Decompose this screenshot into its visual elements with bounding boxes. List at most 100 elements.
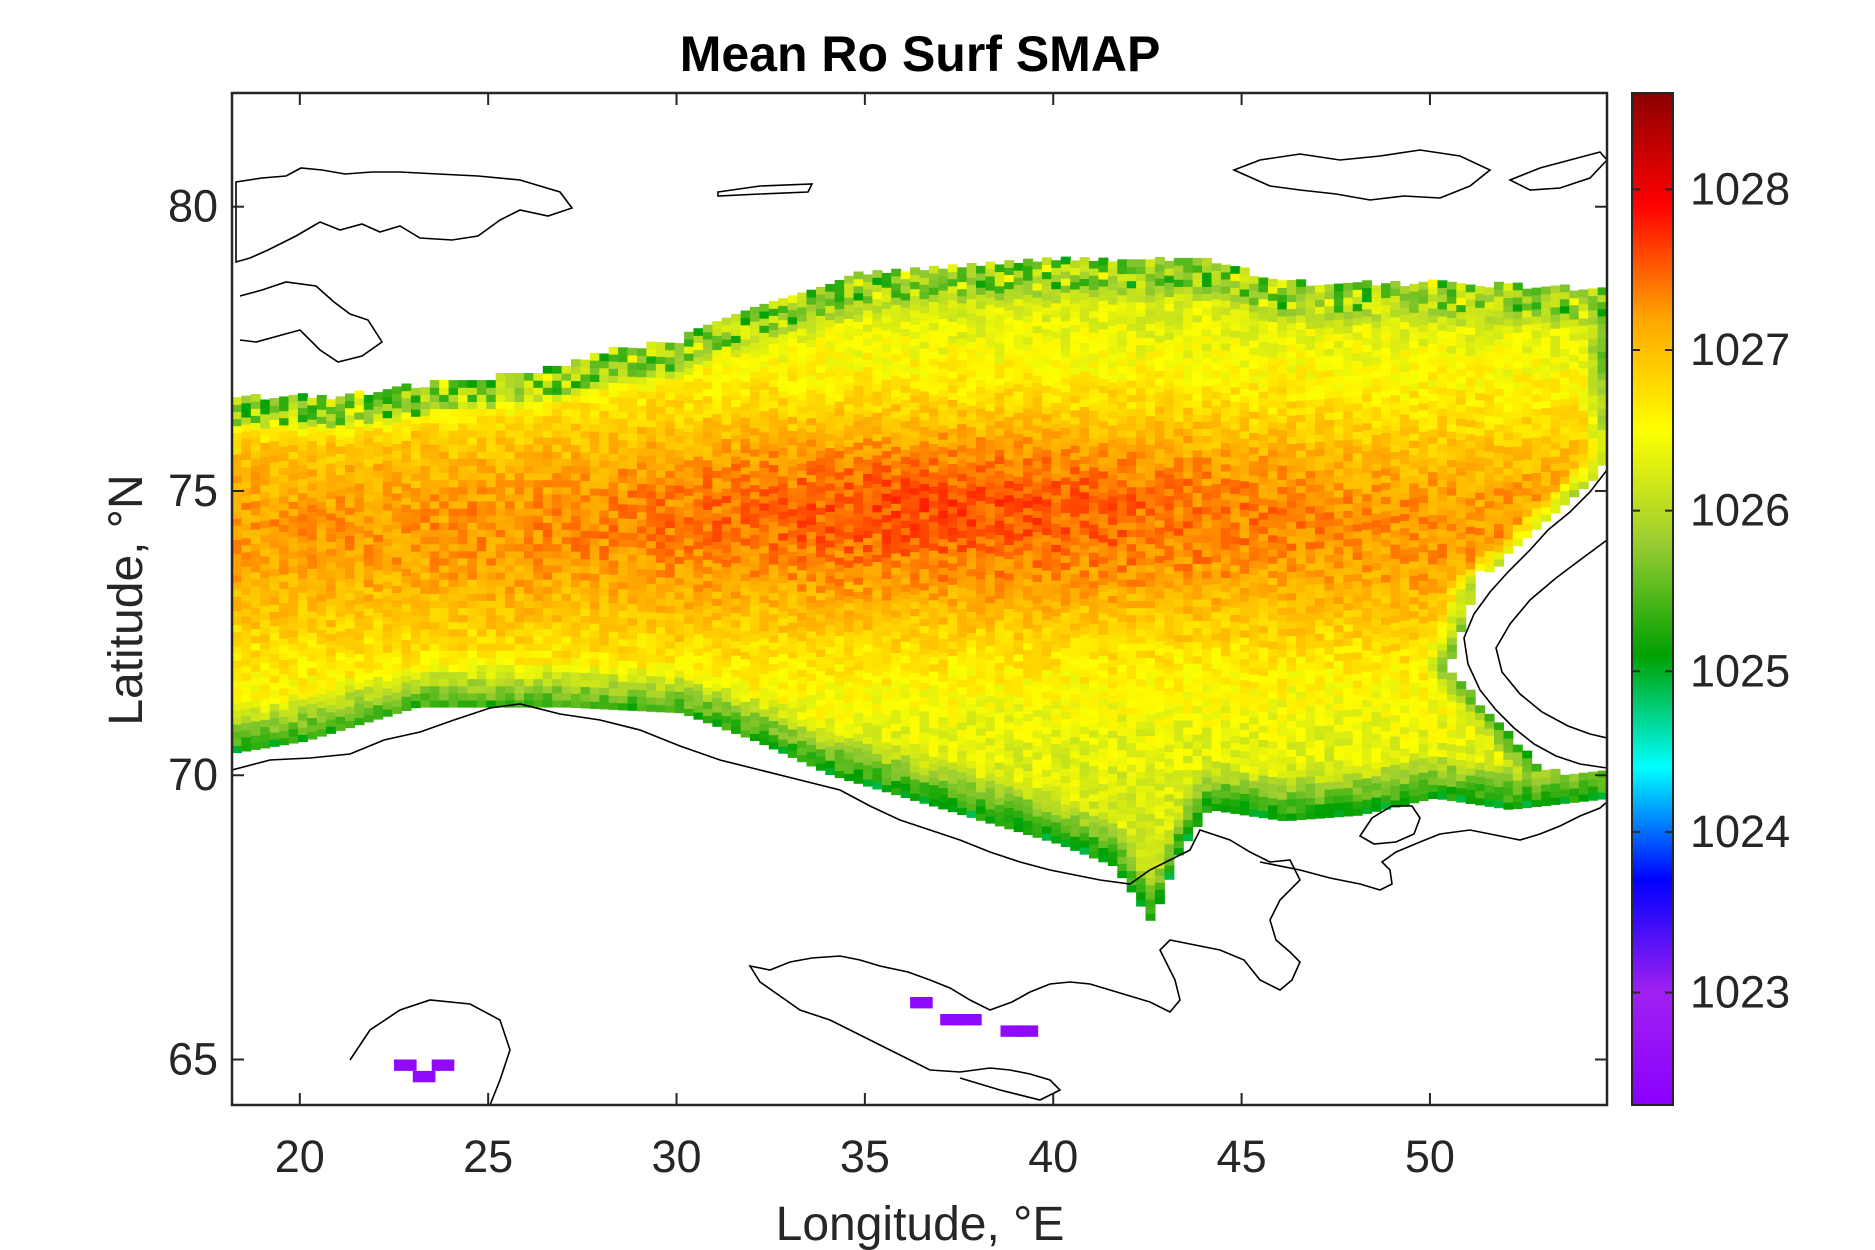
density-cell — [345, 535, 355, 544]
density-cell — [712, 520, 723, 528]
density-cell — [524, 572, 534, 580]
density-cell — [476, 564, 487, 573]
density-cell — [957, 807, 968, 816]
density-cell — [1032, 602, 1043, 611]
density-cell — [966, 270, 977, 278]
density-cell — [561, 607, 572, 616]
density-cell — [232, 596, 242, 604]
density-cell — [674, 407, 685, 415]
density-cell — [495, 600, 506, 609]
density-cell — [863, 331, 873, 339]
density-cell — [787, 700, 798, 709]
density-cell — [514, 650, 525, 658]
density-cell — [693, 385, 704, 393]
density-cell — [844, 588, 855, 597]
density-cell — [232, 461, 242, 469]
density-cell — [985, 545, 996, 554]
density-cell — [919, 639, 930, 648]
density-cell — [1013, 497, 1024, 506]
density-cell — [976, 507, 986, 516]
density-cell — [966, 298, 977, 307]
density-cell — [994, 712, 1005, 720]
density-cell — [533, 422, 544, 431]
density-cell — [759, 602, 770, 611]
density-cell — [957, 686, 968, 695]
density-cell — [665, 697, 676, 706]
density-cell — [458, 486, 468, 495]
density-cell — [637, 646, 647, 655]
density-cell — [448, 408, 459, 417]
density-cell — [241, 679, 252, 688]
density-cell — [787, 522, 798, 531]
density-cell — [702, 438, 713, 447]
density-cell — [486, 657, 497, 665]
density-cell — [288, 437, 299, 446]
density-cell — [1032, 361, 1043, 369]
density-cell — [928, 599, 939, 608]
density-cell — [401, 383, 412, 392]
density-cell — [1023, 791, 1034, 800]
density-cell — [1004, 530, 1015, 538]
density-cell — [335, 417, 346, 426]
density-cell — [410, 700, 421, 709]
density-cell — [731, 413, 742, 422]
density-cell — [533, 479, 544, 488]
density-cell — [514, 493, 525, 502]
density-cell — [448, 664, 459, 673]
density-cell — [712, 498, 723, 507]
density-cell — [637, 582, 647, 591]
density-cell — [571, 458, 581, 467]
density-cell — [768, 684, 779, 693]
density-cell — [439, 415, 450, 424]
density-cell — [891, 744, 902, 753]
density-cell — [750, 527, 760, 535]
density-cell — [863, 551, 873, 560]
density-cell — [891, 346, 902, 355]
density-cell — [542, 621, 553, 630]
density-cell — [410, 430, 421, 439]
density-cell — [787, 615, 798, 623]
density-cell — [1023, 614, 1034, 622]
density-cell — [495, 621, 506, 630]
density-cell — [279, 687, 290, 696]
density-cell — [241, 445, 252, 453]
density-cell — [853, 548, 864, 557]
density-cell — [345, 400, 355, 409]
density-cell — [571, 543, 581, 552]
density-cell — [693, 463, 704, 471]
density-cell — [750, 378, 760, 386]
density-cell — [458, 579, 468, 587]
density-cell — [976, 287, 986, 295]
density-cell — [787, 679, 798, 687]
density-cell — [345, 421, 355, 430]
density-cell — [844, 453, 855, 462]
density-cell — [1013, 533, 1024, 541]
density-cell — [326, 626, 337, 635]
density-cell — [994, 754, 1005, 763]
density-cell — [768, 301, 779, 309]
density-cell — [1023, 386, 1034, 395]
density-cell — [900, 783, 911, 791]
density-cell — [740, 473, 751, 482]
density-cell — [957, 473, 968, 482]
density-cell — [363, 700, 374, 709]
density-cell — [589, 402, 600, 411]
density-cell — [1032, 297, 1043, 305]
density-cell — [928, 585, 939, 594]
density-cell — [976, 578, 986, 587]
density-cell — [928, 486, 939, 494]
density-cell — [326, 640, 337, 649]
density-cell — [571, 494, 581, 502]
density-cell — [759, 382, 770, 390]
density-cell — [637, 625, 647, 634]
density-cell — [957, 317, 968, 325]
density-cell — [806, 730, 817, 738]
density-cell — [712, 655, 723, 663]
density-cell — [825, 760, 836, 768]
density-cell — [994, 371, 1005, 379]
density-cell — [439, 508, 450, 516]
density-cell — [1013, 710, 1024, 719]
density-cell — [957, 786, 968, 794]
density-cell — [599, 701, 610, 710]
density-cell — [863, 629, 873, 638]
